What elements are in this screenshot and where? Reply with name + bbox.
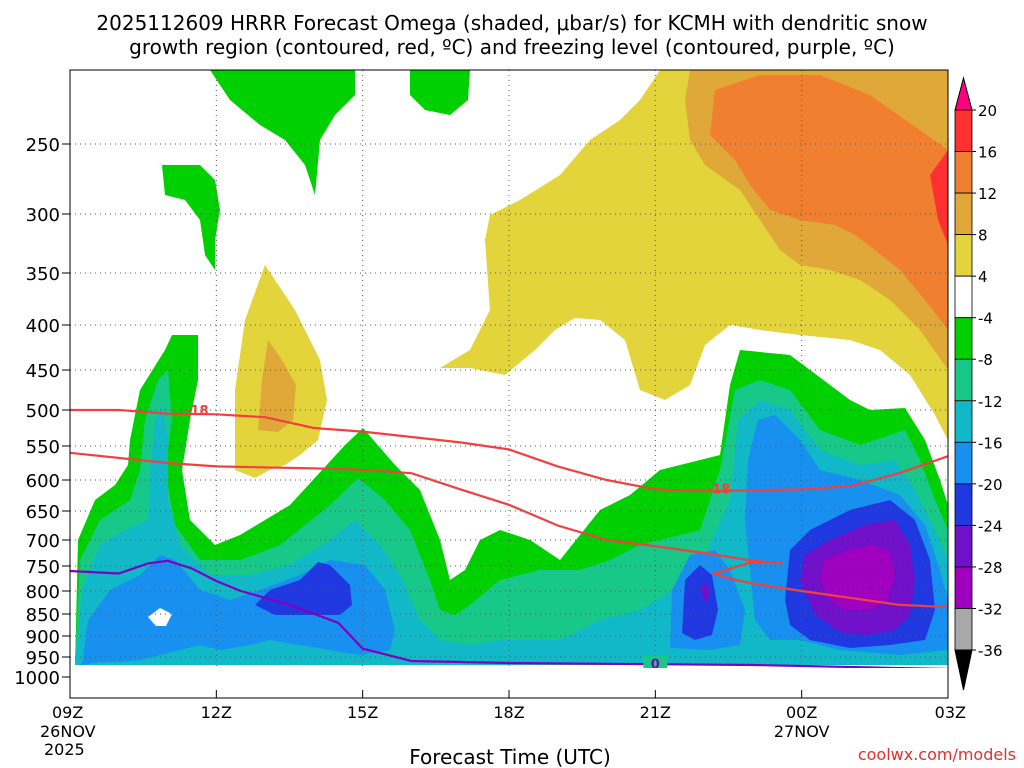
x-axis-label: Forecast Time (UTC) — [409, 745, 611, 768]
x-tick-date: 26NOV — [40, 722, 96, 741]
region-pos-12-16 — [710, 75, 948, 330]
colorbar-label: -12 — [978, 393, 1003, 411]
y-tick-label: 400 — [26, 316, 60, 337]
region-neg-4-8-up3 — [162, 165, 220, 270]
colorbar-swatch — [954, 275, 973, 319]
region-neg-4-8-up2 — [410, 70, 470, 115]
colorbar-swatch — [954, 566, 973, 609]
contour-label-bg — [643, 655, 668, 668]
y-tick-label: 750 — [26, 557, 60, 578]
x-tick-label: 00Z — [786, 703, 817, 722]
y-tick-label: 900 — [26, 627, 60, 648]
colorbar-swatch — [954, 608, 973, 651]
x-tick-label: 15Z — [347, 703, 378, 722]
region-neg-28-32 — [820, 545, 895, 610]
y-axis: 2503003504004505005506006507007508008509… — [14, 135, 70, 689]
contour-line — [70, 559, 948, 668]
colorbar-swatch — [954, 234, 973, 277]
colorbar-label: -28 — [978, 559, 1003, 577]
colorbar-swatch — [954, 151, 973, 194]
region-pos-16-20 — [930, 150, 948, 245]
colorbar-label: -24 — [978, 517, 1003, 535]
colorbar-swatch — [954, 441, 973, 485]
credit-text: coolwx.com/models — [858, 745, 1016, 764]
y-tick-label: 350 — [26, 264, 60, 285]
y-tick-label: 850 — [26, 605, 60, 626]
chart-title-line1: 2025112609 HRRR Forecast Omega (shaded, … — [96, 11, 927, 35]
region-pos-8-12-b — [258, 340, 296, 432]
colorbar-label: 4 — [978, 268, 988, 286]
contour-lines: -18 -18 0 — [70, 404, 948, 672]
y-tick-label: 800 — [26, 582, 60, 603]
contour-label: 0 — [651, 657, 660, 672]
colorbar-label: -20 — [978, 476, 1003, 494]
x-tick-label: 18Z — [493, 703, 524, 722]
contour-label: -18 — [185, 404, 209, 419]
y-tick-label: 950 — [26, 648, 60, 669]
contour-line — [70, 408, 948, 493]
colorbar-label: 12 — [978, 185, 997, 203]
x-tick-label: 09Z — [52, 703, 83, 722]
colorbar-label: -16 — [978, 434, 1003, 452]
y-tick-label: 650 — [26, 502, 60, 523]
x-tick-label: 03Z — [935, 703, 966, 722]
y-tick-label: 550 — [26, 437, 60, 458]
colorbar-swatch — [954, 524, 973, 568]
region-neg-24-28-spot — [700, 582, 710, 604]
contour-label: -18 — [707, 483, 731, 498]
y-tick-label: 700 — [26, 531, 60, 552]
colorbar-label: 8 — [978, 227, 988, 245]
colorbar-swatch — [954, 317, 973, 360]
y-tick-label: 500 — [26, 401, 60, 422]
colorbar-under-arrow — [954, 649, 973, 691]
y-tick-label: 450 — [26, 361, 60, 382]
y-tick-label: 300 — [26, 205, 60, 226]
plot-area: -18 -18 0 — [70, 70, 948, 672]
colorbar-swatch — [954, 358, 973, 402]
region-neg-4-8-up1 — [210, 70, 355, 195]
colorbar-swatch — [954, 109, 973, 152]
chart-title-line2: growth region (contoured, red, ºC) and f… — [129, 35, 895, 59]
region-hole — [148, 608, 172, 626]
colorbar: 20 16 12 8 4 -4 -8 -12 -16 -20 -24 -28 -32 -36 — [954, 76, 1003, 691]
x-tick-label: 12Z — [201, 703, 232, 722]
x-tick-date: 27NOV — [774, 722, 830, 741]
colorbar-label: 16 — [978, 144, 997, 162]
colorbar-label: -8 — [978, 351, 993, 369]
colorbar-swatch — [954, 400, 973, 443]
x-tick-label: 21Z — [640, 703, 671, 722]
colorbar-over-arrow — [954, 76, 973, 111]
y-tick-label: 600 — [26, 471, 60, 492]
colorbar-swatch — [954, 192, 973, 236]
colorbar-label: -36 — [978, 642, 1003, 660]
region-neg-20-24-b — [682, 565, 718, 640]
colorbar-label: -4 — [978, 310, 993, 328]
x-tick-year: 2025 — [44, 740, 85, 759]
colorbar-label: -32 — [978, 600, 1003, 618]
colorbar-swatch — [954, 483, 973, 526]
colorbar-label: 20 — [978, 102, 997, 120]
contour-line — [70, 451, 948, 609]
y-tick-label: 1000 — [14, 668, 60, 689]
y-tick-label: 250 — [26, 135, 60, 156]
